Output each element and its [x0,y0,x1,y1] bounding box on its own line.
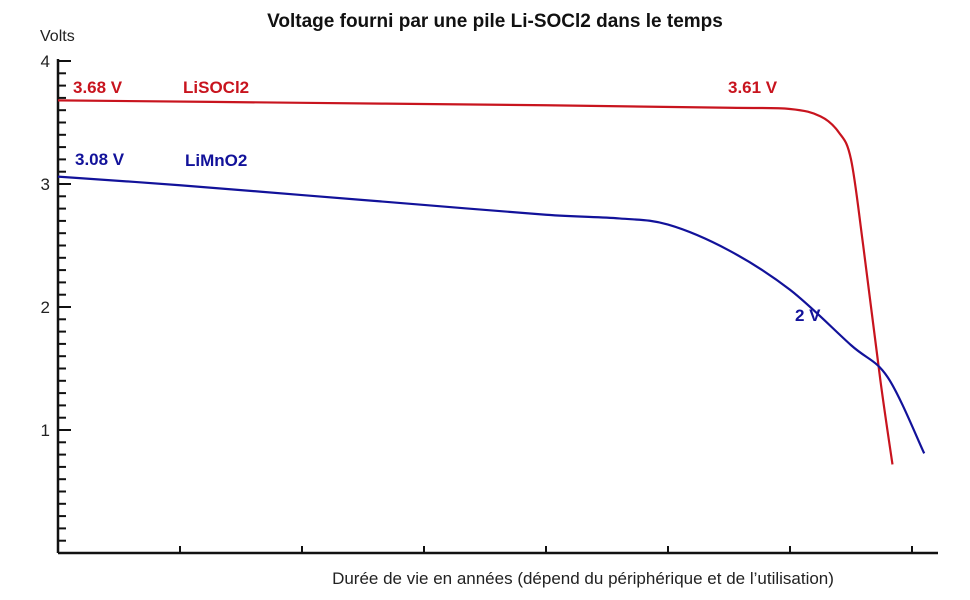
x-axis-label: Durée de vie en années (dépend du périph… [332,569,834,588]
y-axis-label: Volts [40,28,75,45]
legend-lisocl2: LiSOCl2 [183,78,249,97]
y-tick-label: 2 [41,298,50,317]
series-line-lisocl2 [57,99,894,465]
annotation-3-08v: 3.08 V [75,150,125,169]
annotation-3-68v: 3.68 V [73,78,123,97]
series-line-limno2 [57,175,926,454]
annotation-2v: 2 V [795,306,821,325]
chart-title: Voltage fourni par une pile Li-SOCl2 dan… [267,11,723,32]
legend-limno2: LiMnO2 [185,151,247,170]
y-tick-label: 4 [41,52,50,71]
annotation-3-61v: 3.61 V [728,78,778,97]
y-tick-label: 3 [41,175,50,194]
y-tick-label: 1 [41,421,50,440]
